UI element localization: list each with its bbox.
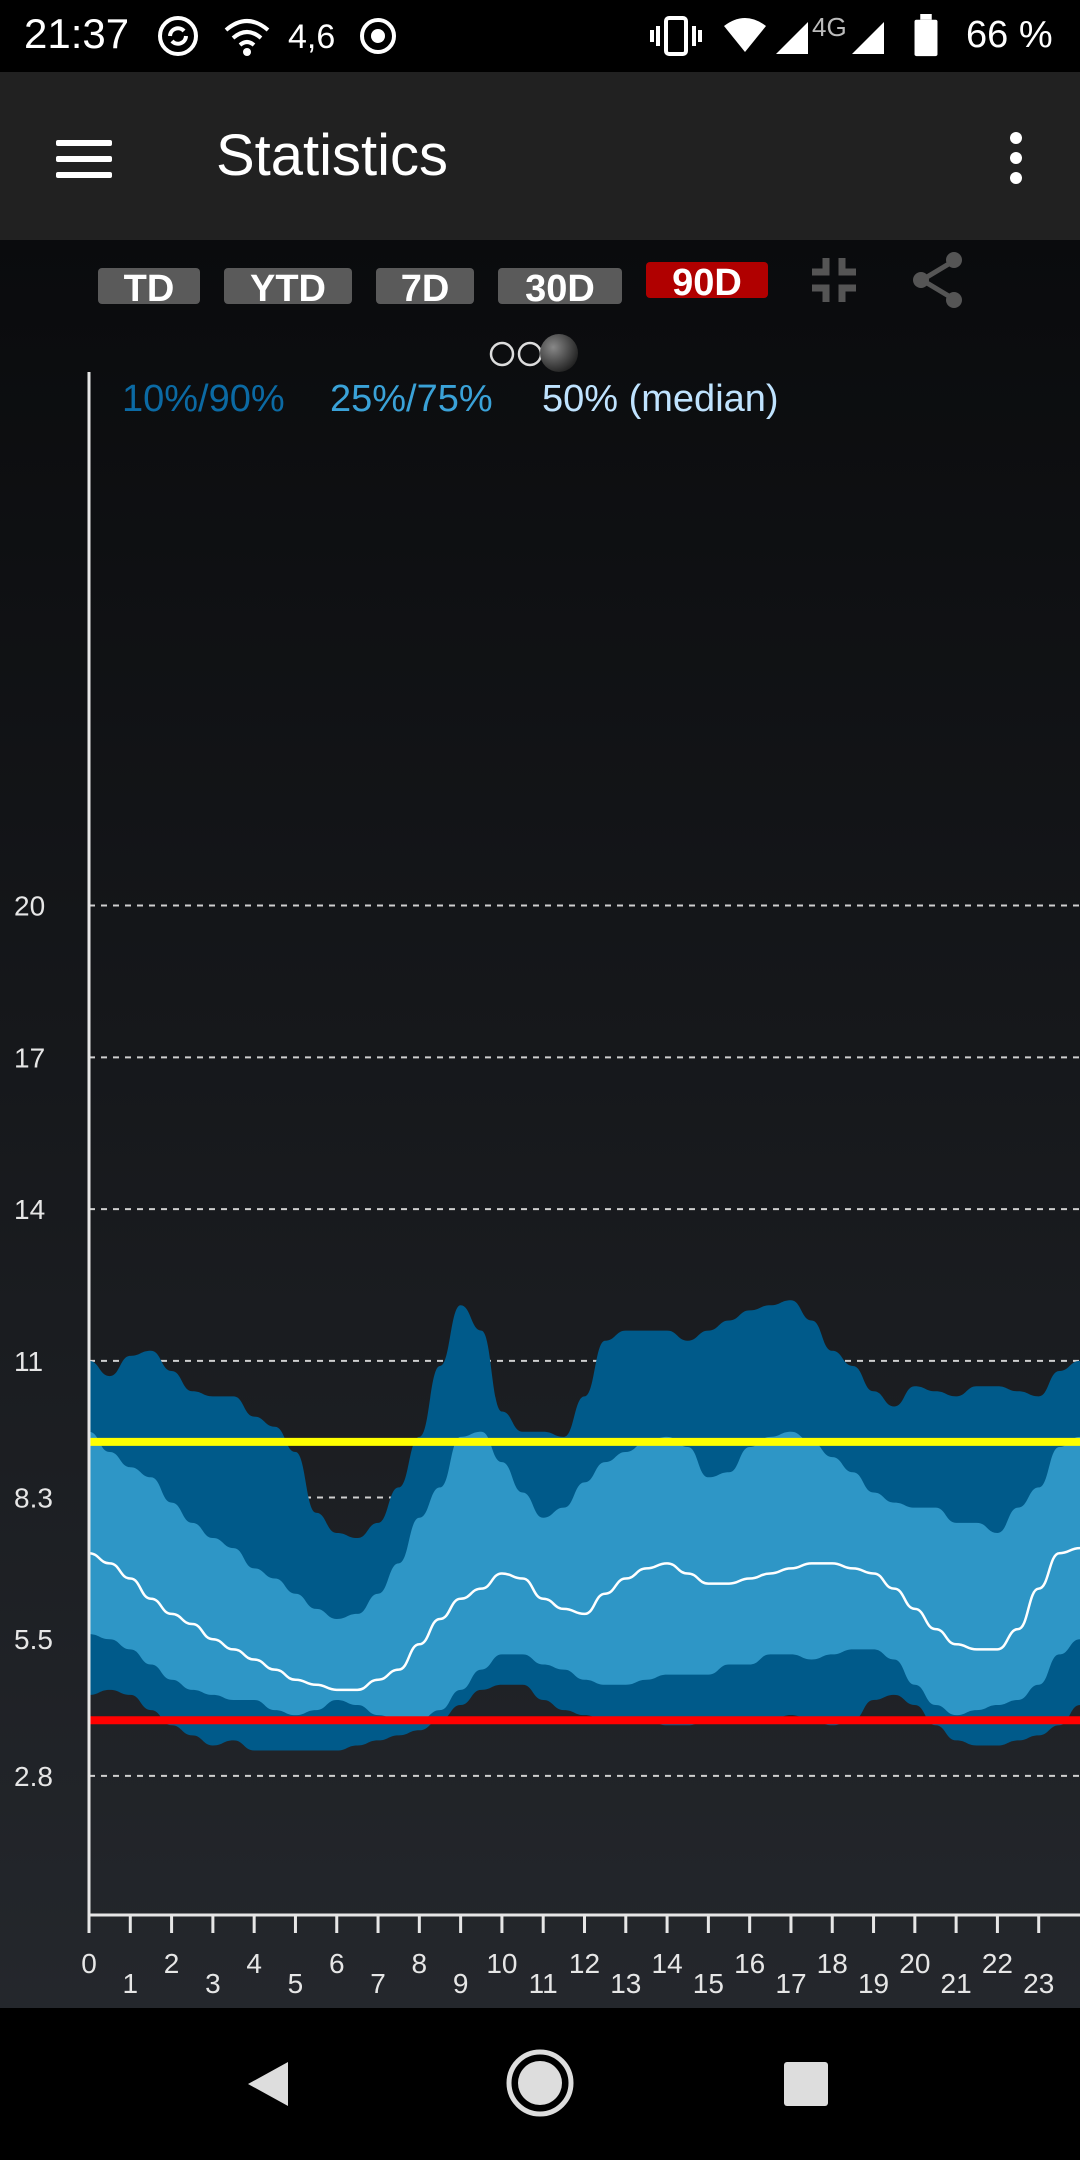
x-tick-label: 13 [610, 1968, 641, 1999]
page-dot[interactable] [489, 341, 515, 367]
collapse-icon[interactable] [808, 254, 860, 306]
home-icon[interactable] [505, 2048, 575, 2118]
legend-10-90: 10%/90% [122, 378, 285, 420]
x-tick-label: 16 [734, 1948, 765, 1979]
x-tick-label: 14 [652, 1948, 683, 1979]
x-tick-label: 10 [486, 1948, 517, 1979]
x-tick-label: 20 [899, 1948, 930, 1979]
battery-level: 66 % [966, 14, 1053, 56]
navigation-bar [0, 2008, 1080, 2160]
x-tick-label: 11 [529, 1968, 558, 1999]
y-tick-label: 2.8 [14, 1761, 53, 1792]
x-tick-label: 19 [858, 1968, 889, 1999]
x-tick-label: 22 [982, 1948, 1013, 1979]
x-tick-label: 21 [941, 1968, 972, 1999]
x-tick-label: 6 [329, 1948, 345, 1979]
x-tick-label: 8 [412, 1948, 428, 1979]
y-tick-label: 8.3 [14, 1483, 53, 1514]
y-tick-label: 11 [14, 1346, 43, 1377]
y-tick-label: 20 [14, 891, 45, 922]
x-tick-label: 12 [569, 1948, 600, 1979]
range-button-td[interactable]: TD [98, 268, 200, 308]
data-speed: 4,6 [288, 18, 336, 56]
percentile-chart: 201714118.35.52.801234567891011121314151… [14, 372, 1080, 1999]
x-tick-label: 23 [1023, 1968, 1054, 1999]
wifi-icon [724, 18, 766, 52]
hamburger-menu-icon[interactable] [40, 126, 124, 190]
vibrate-icon [650, 16, 702, 56]
recents-icon[interactable] [782, 2060, 830, 2108]
y-tick-label: 14 [14, 1194, 45, 1225]
x-tick-label: 15 [693, 1968, 724, 1999]
median-line [88, 1546, 1080, 1692]
legend-median: 50% (median) [542, 378, 779, 420]
x-tick-label: 9 [453, 1968, 469, 1999]
x-tick-label: 0 [81, 1948, 97, 1979]
status-bar: 21:37 4,6 4G 66 % [0, 0, 1080, 72]
page-indicator [489, 334, 578, 372]
battery-icon [914, 14, 938, 57]
x-tick-label: 1 [123, 1968, 139, 1999]
range-button-90d[interactable]: 90D [646, 262, 768, 302]
signal-icon [852, 22, 884, 54]
x-tick-label: 18 [817, 1948, 848, 1979]
x-tick-label: 17 [775, 1968, 806, 1999]
y-tick-label: 5.5 [14, 1624, 53, 1655]
x-tick-label: 5 [288, 1968, 304, 1999]
wifi-icon [224, 19, 270, 56]
x-tick-label: 4 [246, 1948, 262, 1979]
page-title: Statistics [216, 123, 449, 188]
network-type: 4G [812, 12, 847, 42]
statistics-content: TD YTD 7D 30D 90D 10%/90% 25%/75% 50% (m… [0, 240, 1080, 2008]
target-icon [360, 18, 396, 54]
sync-icon [158, 16, 198, 56]
status-time: 21:37 [24, 10, 130, 57]
x-tick-label: 7 [370, 1968, 386, 1999]
page-dot-active[interactable] [540, 334, 578, 372]
y-tick-label: 17 [14, 1042, 45, 1073]
x-tick-label: 3 [205, 1968, 221, 1999]
band-25-75 [89, 1431, 1080, 1721]
signal-icon [776, 22, 808, 54]
app-bar: Statistics [0, 72, 1080, 240]
x-tick-label: 2 [164, 1948, 180, 1979]
range-button-7d[interactable]: 7D [376, 268, 474, 308]
back-icon[interactable] [244, 2058, 292, 2110]
range-button-ytd[interactable]: YTD [224, 268, 352, 308]
share-icon[interactable] [908, 250, 968, 310]
more-vertical-icon[interactable] [990, 126, 1038, 190]
range-button-30d[interactable]: 30D [498, 268, 622, 308]
legend-25-75: 25%/75% [330, 378, 493, 420]
